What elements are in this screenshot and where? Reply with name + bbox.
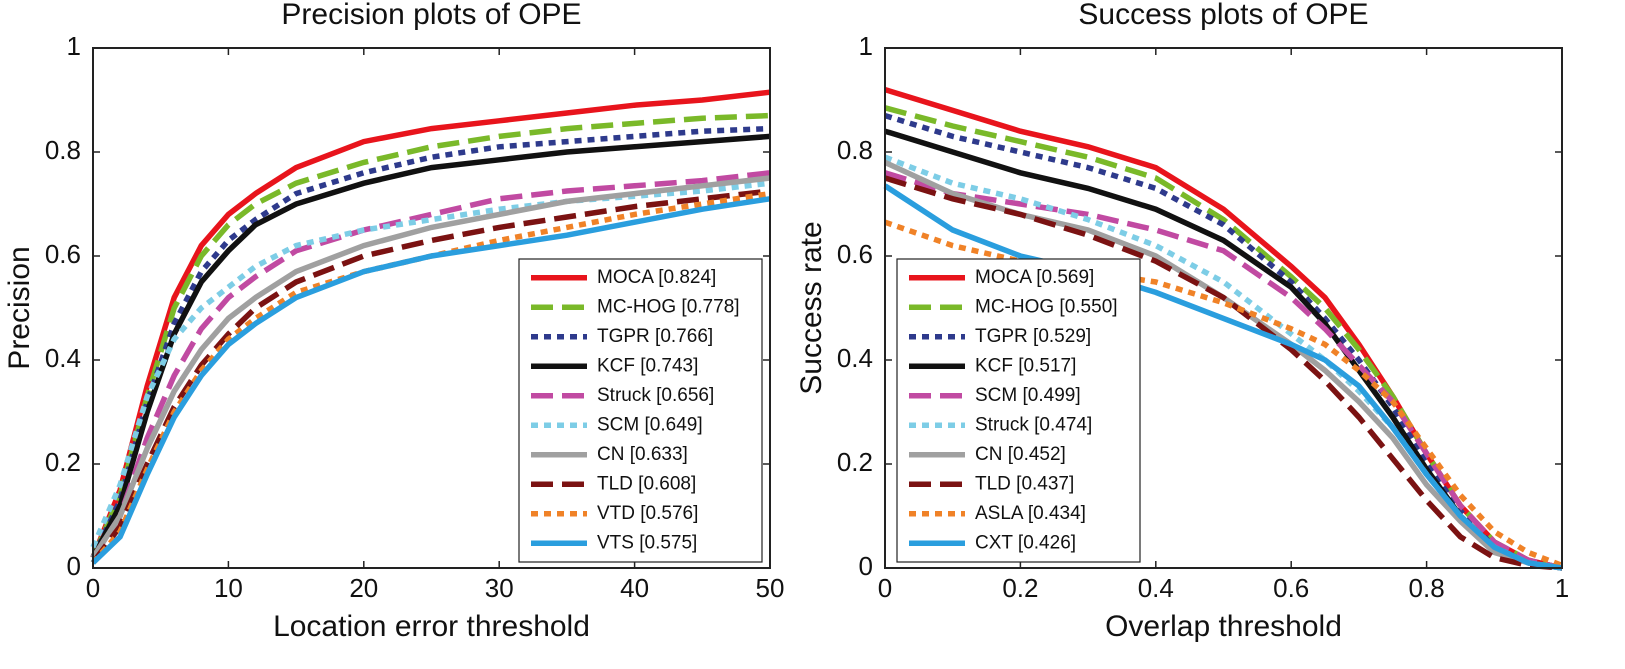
legend-label: MOCA [0.569] (975, 267, 1094, 288)
y-tick-label: 0 (67, 551, 81, 581)
y-tick-label: 1 (67, 31, 81, 61)
axes-frame (884, 47, 1563, 569)
legend-label: SCM [0.649] (597, 414, 703, 435)
chart-title: Success plots of OPE (1078, 0, 1368, 31)
x-tick-label: 50 (756, 573, 785, 603)
legend: MOCA [0.824] MC-HOG [0.778] TGPR [0.766] KC… (518, 258, 763, 563)
x-tick-label: 0 (86, 573, 100, 603)
series-line (90, 170, 771, 560)
y-tick-label: 0.2 (45, 447, 81, 477)
series-line (884, 105, 1563, 571)
plot: Precision plots of OPE Location error thr… (3, 0, 785, 643)
legend-label: KCF [0.743] (597, 355, 698, 376)
x-tick-label: 0.6 (1273, 573, 1309, 603)
series-line (884, 175, 1563, 571)
x-tick-label: 20 (349, 573, 378, 603)
series-line (90, 89, 771, 559)
x-tick-label: 0 (878, 573, 892, 603)
y-axis-label: Success rate (795, 221, 828, 394)
series-line (90, 112, 771, 559)
x-tick-label: 1 (1555, 573, 1569, 603)
legend-label: MC-HOG [0.550] (975, 296, 1118, 317)
series-line (884, 112, 1563, 571)
axes-frame (92, 47, 771, 569)
series-line (90, 180, 771, 549)
legend-label: CXT [0.426] (975, 532, 1076, 553)
series-line (90, 133, 771, 559)
legend-label: SCM [0.499] (975, 385, 1081, 406)
y-tick-label: 0.4 (837, 343, 873, 373)
plot: Success plots of OPE Overlap threshold Suc… (795, 0, 1569, 643)
y-tick-label: 0.4 (45, 343, 81, 373)
series-line (91, 196, 771, 565)
legend-label: MOCA [0.824] (597, 267, 716, 288)
y-tick-label: 0.8 (45, 135, 81, 165)
y-tick-label: 0 (859, 551, 873, 581)
legend-label: TGPR [0.529] (975, 326, 1091, 347)
legend-label: VTS [0.575] (597, 532, 697, 553)
legend: MOCA [0.569] MC-HOG [0.550] TGPR [0.529] KC… (896, 258, 1141, 563)
y-tick-label: 1 (859, 31, 873, 61)
x-tick-label: 0.2 (1002, 573, 1038, 603)
legend-label: MC-HOG [0.778] (597, 296, 740, 317)
legend-label: ASLA [0.434] (975, 503, 1086, 524)
y-tick-label: 0.2 (837, 447, 873, 477)
x-tick-label: 40 (620, 573, 649, 603)
x-axis-label: Location error threshold (273, 610, 590, 643)
series-line (884, 219, 1563, 568)
legend-label: VTD [0.576] (597, 503, 698, 524)
legend-label: KCF [0.517] (975, 355, 1076, 376)
chart-title: Precision plots of OPE (281, 0, 581, 31)
legend-label: TLD [0.608] (597, 473, 696, 494)
x-tick-label: 0.4 (1138, 573, 1174, 603)
legend-label: TGPR [0.766] (597, 326, 713, 347)
x-tick-label: 0.8 (1409, 573, 1445, 603)
legend-label: CN [0.633] (597, 444, 688, 465)
series-line (90, 125, 771, 559)
legend-label: TLD [0.437] (975, 473, 1074, 494)
y-tick-label: 0.8 (837, 135, 873, 165)
y-tick-label: 0.6 (837, 239, 873, 269)
series-line (884, 170, 1563, 571)
legend-label: Struck [0.656] (597, 385, 714, 406)
y-axis-label: Precision (3, 246, 36, 369)
y-tick-label: 0.6 (45, 239, 81, 269)
x-axis-label: Overlap threshold (1105, 610, 1342, 643)
x-tick-label: 10 (214, 573, 243, 603)
legend-label: CN [0.452] (975, 444, 1066, 465)
x-tick-label: 30 (485, 573, 514, 603)
legend-label: Struck [0.474] (975, 414, 1092, 435)
series-line (90, 175, 771, 560)
